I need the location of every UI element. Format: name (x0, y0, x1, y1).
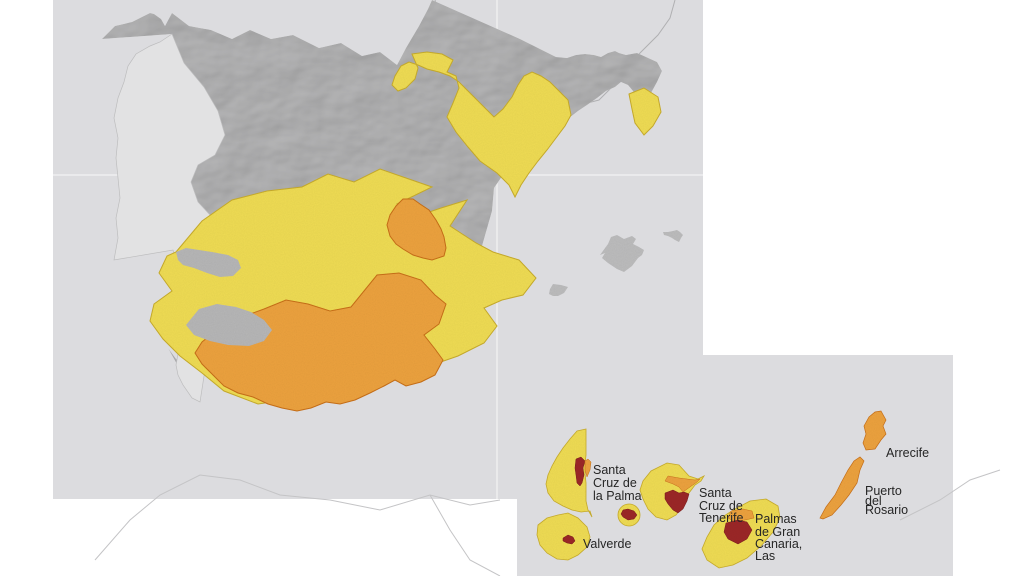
svg-text:Palmas: Palmas (755, 512, 797, 526)
svg-text:Las: Las (755, 549, 775, 563)
svg-text:Valverde: Valverde (583, 537, 631, 551)
svg-text:Santa: Santa (699, 486, 732, 500)
svg-text:Cruz de: Cruz de (593, 476, 637, 490)
svg-text:la Palma: la Palma (593, 489, 642, 503)
svg-text:Tenerife: Tenerife (699, 511, 744, 525)
svg-text:Rosario: Rosario (865, 503, 908, 517)
svg-text:Santa: Santa (593, 463, 626, 477)
svg-text:Arrecife: Arrecife (886, 446, 929, 460)
